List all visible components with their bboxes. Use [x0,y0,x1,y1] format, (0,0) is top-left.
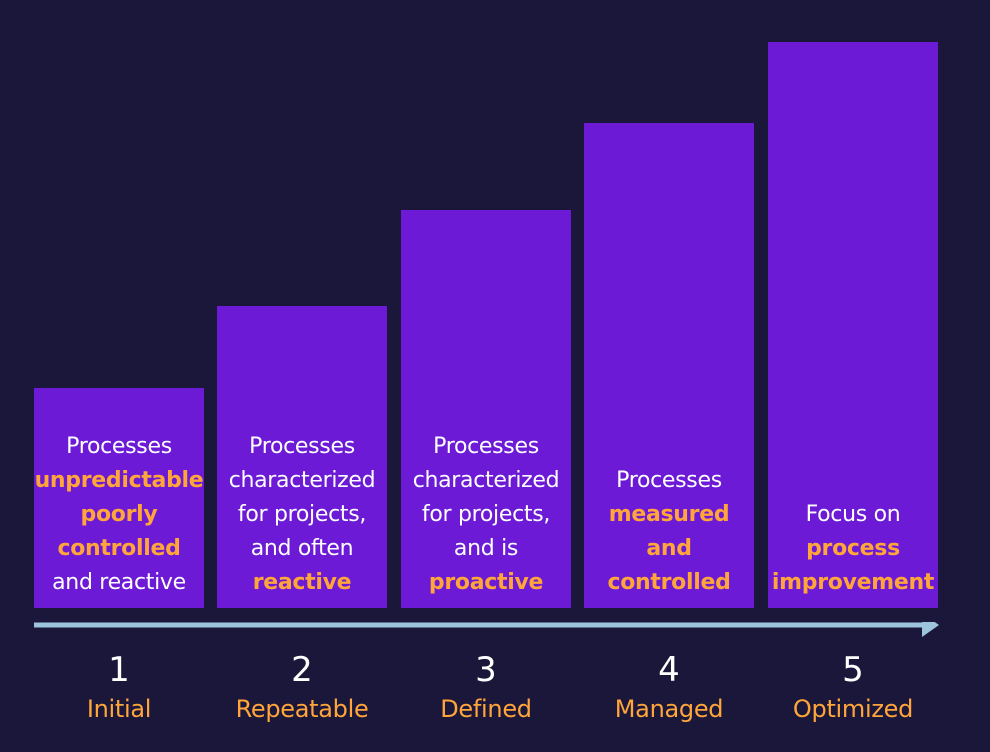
level-2-line: reactive [252,570,352,595]
level-4-line: Processes [616,468,722,493]
level-2-number: 2 [291,650,313,690]
level-1-line: poorly [80,502,158,527]
level-4-line: measured [608,502,730,527]
level-5-description: Focus on process improvement [768,498,938,600]
level-3-number: 3 [475,650,497,690]
level-5-name: Optimized [792,695,914,723]
level-3-line: and is [453,536,519,561]
level-2-line: characterized [228,468,376,493]
level-1-line: and reactive [52,570,186,595]
level-1-description: Processes unpredictable poorly controlle… [34,430,204,600]
level-3-line: for projects, [421,502,551,527]
level-1-line: controlled [57,536,181,561]
level-2-name: Repeatable [235,695,369,723]
level-1-name: Initial [86,695,152,723]
level-4-name: Managed [614,695,724,723]
level-3-label: 3 Defined [391,648,581,726]
level-5-line: process [806,536,900,561]
level-4-description: Processes measured and controlled [584,464,754,600]
level-4-label: 4 Managed [574,648,764,726]
level-1-number: 1 [108,650,130,690]
arrow-head-icon [922,622,939,637]
level-1-line: Processes [66,434,172,459]
level-3-line: Processes [433,434,539,459]
level-5-line: improvement [771,570,935,595]
level-1-bar: Processes unpredictable poorly controlle… [34,388,204,608]
level-1-line: unpredictable [34,468,204,493]
level-4-line: and [646,536,692,561]
level-2-line: for projects, [237,502,367,527]
level-2-bar: Processes characterized for projects, an… [217,306,387,608]
level-3-line: proactive [428,570,544,595]
level-4-bar: Processes measured and controlled [584,123,754,608]
level-2-label: 2 Repeatable [207,648,397,726]
level-2-line: and often [250,536,354,561]
level-5-label: 5 Optimized [758,648,948,726]
progress-arrow [34,622,939,637]
level-1-label: 1 Initial [24,648,214,726]
level-4-line: controlled [607,570,731,595]
level-3-name: Defined [440,695,532,723]
level-5-bar: Focus on process improvement [768,42,938,608]
level-2-description: Processes characterized for projects, an… [217,430,387,600]
level-4-number: 4 [658,650,680,690]
level-3-description: Processes characterized for projects, an… [401,430,571,600]
level-2-line: Processes [249,434,355,459]
level-5-number: 5 [842,650,864,690]
level-5-line: Focus on [805,502,901,527]
level-3-line: characterized [412,468,560,493]
level-3-bar: Processes characterized for projects, an… [401,210,571,608]
